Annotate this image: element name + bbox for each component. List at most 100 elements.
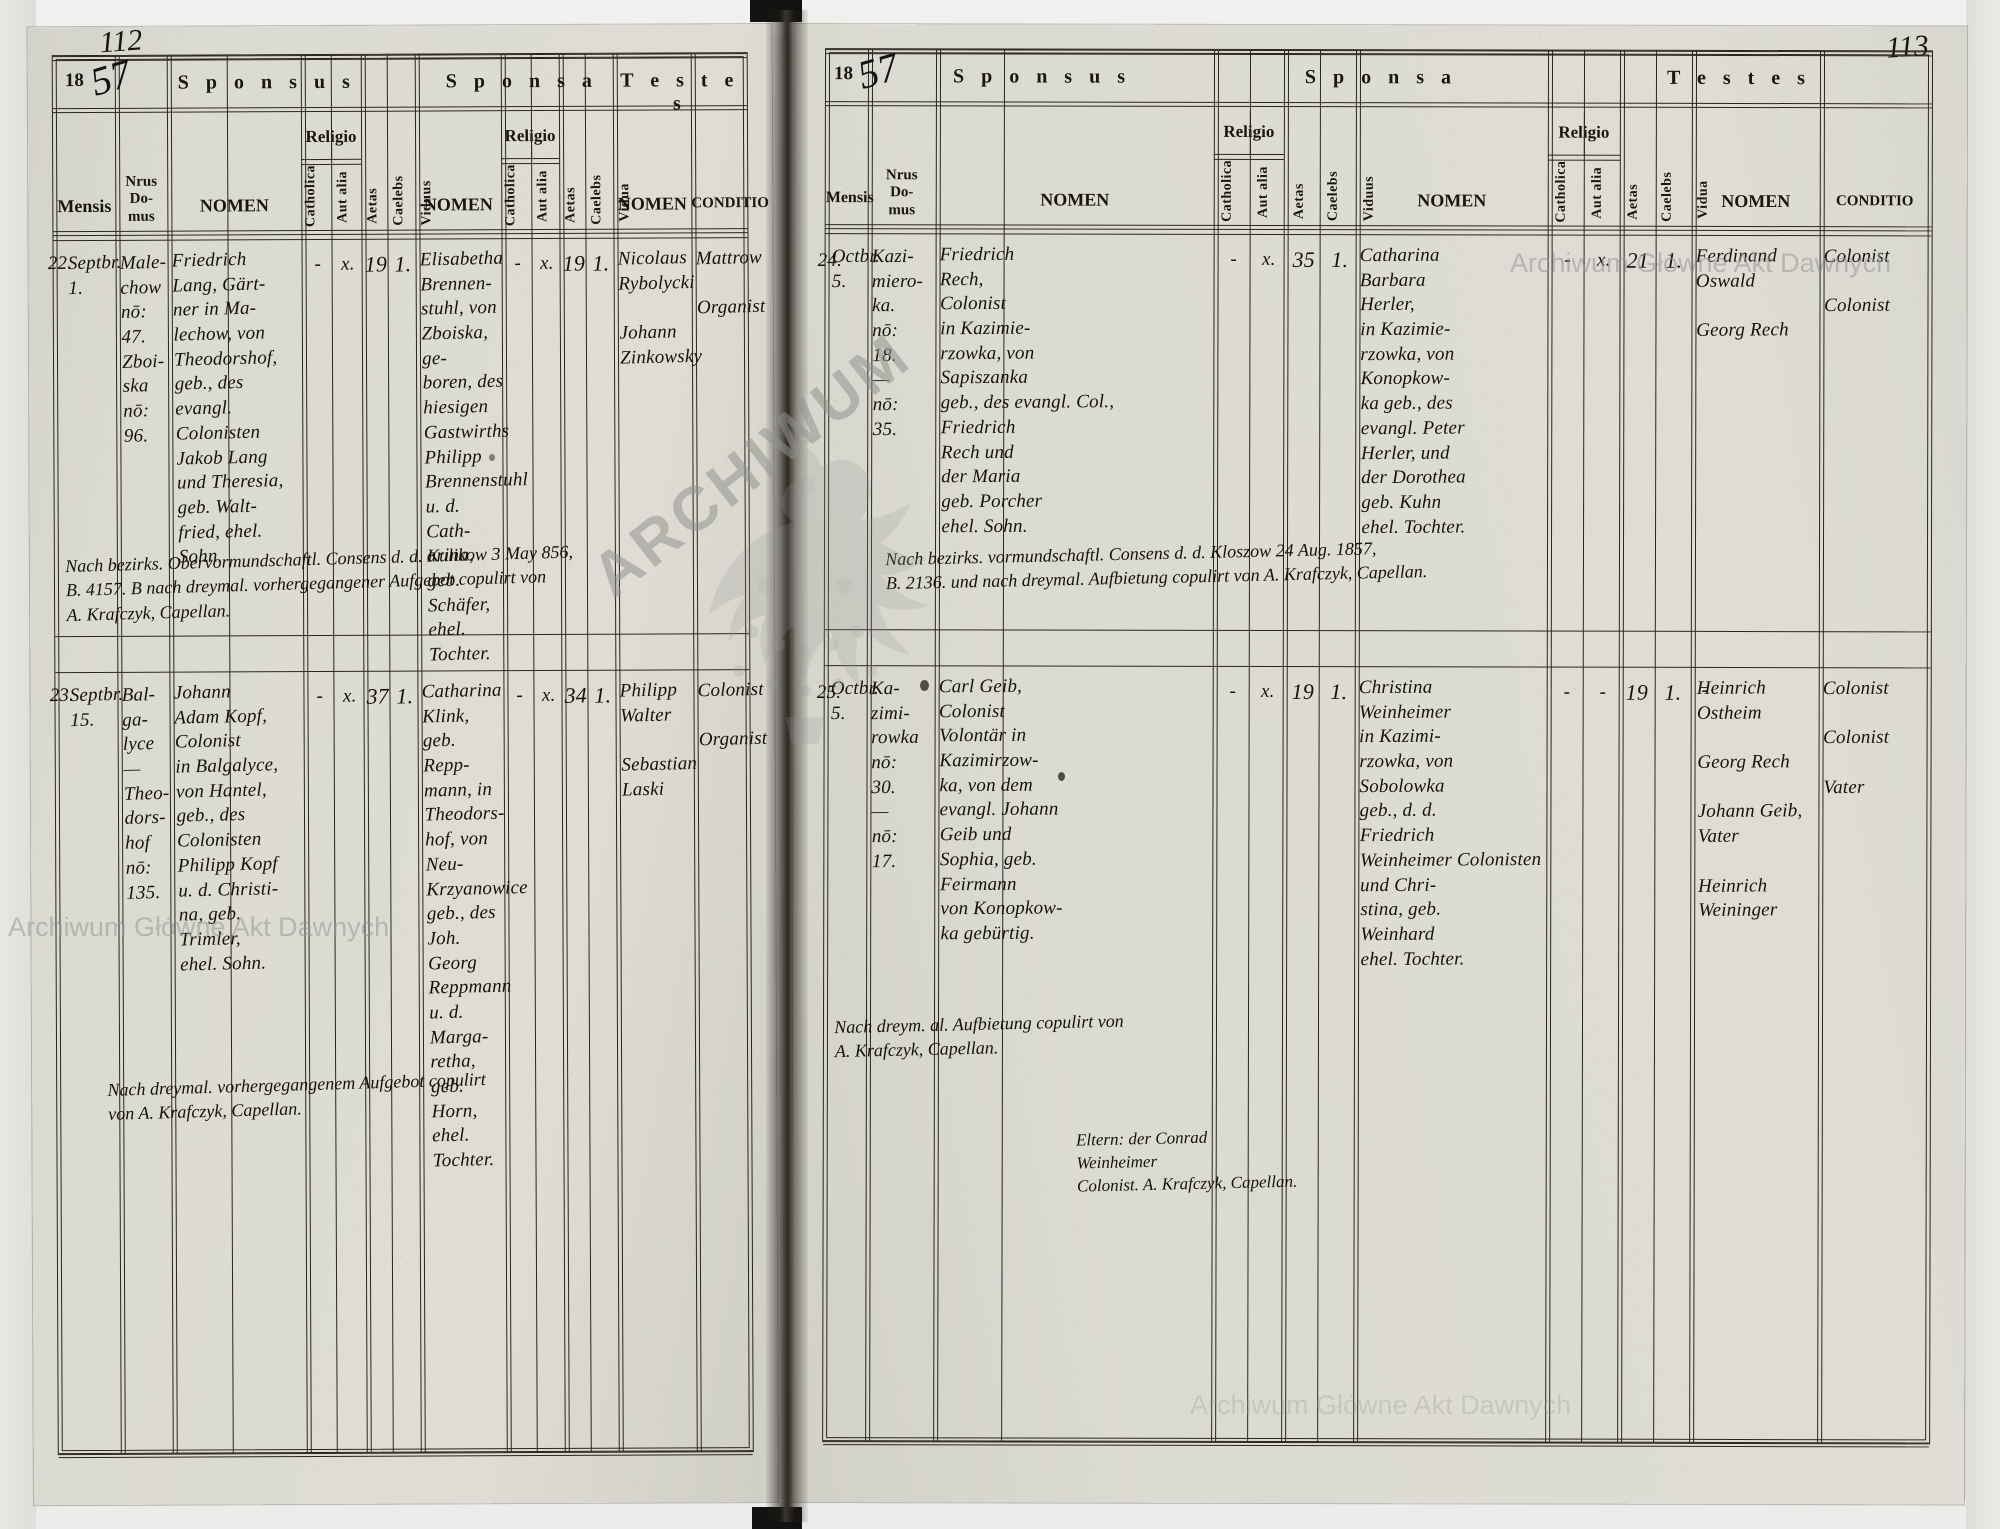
entry-sponsus-caelebs-right-0: 1. — [1331, 246, 1349, 273]
column-header-caelebs-sponsus-right: Caelebs — [1325, 171, 1341, 222]
entry-mensis-right-0: Octbr. 5. — [831, 245, 880, 292]
column-header-catholica-sponsa-right: Catholica — [1553, 160, 1569, 223]
entry-sponsus-catholica-left-1: - — [316, 685, 324, 707]
column-header-autalia-sponsa-right: Aut alia — [1589, 166, 1605, 219]
entry-testes-nomen-left-1: Philipp Walter Sebastian Laski — [619, 679, 698, 801]
entry-sponsa-catholica-left-1: - — [516, 684, 524, 706]
entry-testes-conditio-left-1: Colonist Organist — [697, 678, 768, 751]
rule — [825, 101, 1932, 105]
group-header-sponsa: S p o n s a — [445, 69, 598, 93]
entry-sponsa-caelebs-right-1: 1. — [1664, 679, 1682, 705]
ink-blot — [920, 680, 929, 691]
column-header-nomen-testes-right: NOMEN — [1721, 190, 1791, 212]
entry-sponsus-aetas-right-0: 35 — [1292, 246, 1316, 273]
entry-note2-right-1: Eltern: der Conrad Weinheimer Colonist. … — [1075, 1127, 1298, 1196]
entry-sponsus-aetas-left-1: 37 — [366, 683, 390, 709]
entry-sponsus-aetas-right-1: 19 — [1291, 678, 1315, 705]
ink-blot — [489, 454, 495, 461]
rule — [825, 233, 1932, 237]
entry-sponsus-caelebs-left-1: 1. — [395, 683, 414, 709]
entry-sponsa-autalia-right-1: - — [1599, 681, 1607, 703]
rule — [825, 224, 1932, 228]
column-header-catholica-sponsa-left: Catholica — [503, 164, 519, 227]
page-right: 113 18 57 S p o n s u s — [792, 24, 1968, 1505]
entry-sponsa-catholica-right-1: - — [1563, 681, 1571, 703]
entry-sponsa-caelebs-left-0: 1. — [592, 250, 610, 276]
rule — [1547, 154, 1620, 156]
rule — [824, 665, 1931, 669]
entry-domus-left-0: Male- chow nō: 47. Zboi- ska nō: 96. — [119, 251, 167, 447]
entry-domus-left-1: Bal- ga- lyce — Theo- dors- hof nō: 135. — [121, 684, 170, 904]
rule — [1213, 153, 1284, 156]
group-header-testes: T e s t e s — [620, 69, 740, 115]
entry-sponsa-autalia-left-0: x. — [539, 252, 554, 274]
rule — [53, 228, 748, 233]
entry-testes-nomen-right-0: Ferdinand Oswald Georg Rech — [1695, 245, 1789, 341]
entry-sponsus-nomen-right-1: Carl Geib, Colonist Volontär in Kazimirz… — [938, 675, 1063, 945]
rule — [1583, 112, 1585, 155]
register-table-right: 18 57 S p o n s u s S p o n s a T e s t … — [817, 44, 1934, 1445]
column-header-caelebs-sponsus-left: Caelebs — [391, 175, 407, 226]
entry-sponsus-catholica-left-0: - — [314, 253, 322, 275]
entry-testes-nomen-left-0: Nicolaus Rybolycki Johann Zinkowsky — [617, 247, 703, 369]
rule — [330, 116, 333, 159]
column-header-autalia-sponsus-left: Aut alia — [335, 170, 351, 223]
entry-sponsa-nomen-right-1: Christina Weinheimer in Kazimi- rzowka, … — [1358, 676, 1542, 970]
rule — [55, 669, 750, 674]
entry-mensis-left-0: Septbr. 1. — [67, 251, 122, 299]
entry-sponsa-aetas-left-0: 19 — [562, 250, 586, 276]
entry-testes-conditio-left-0: Mattrow Organist — [695, 246, 766, 319]
column-header-conditio-left: CONDITIO — [691, 195, 769, 212]
entry-sponsa-aetas-right-1: 19 — [1625, 679, 1649, 705]
entry-testes-nomen-right-1: Heinrich Ostheim Georg Rech Johann Geib,… — [1696, 677, 1803, 922]
entry-sponsa-aetas-left-1: 34 — [564, 682, 588, 708]
group-header-testes-right: T e s t e s — [1666, 66, 1811, 90]
rule — [58, 1450, 753, 1455]
entry-mensis-left-1: Septbr. 15. — [69, 683, 124, 731]
register-table-left: 18 57 S p o n s u s S p o n s a T e s t … — [48, 50, 769, 1456]
entry-mensis-right-1: Octbr. 5. — [830, 677, 880, 724]
entry-sponsus-autalia-right-0: x. — [1261, 248, 1276, 270]
column-header-catholica-sponsus-left: Catholica — [303, 164, 319, 228]
ink-blot — [1058, 772, 1065, 781]
year-printed-left: 18 — [64, 70, 84, 92]
entry-sponsa-aetas-right-0: 21 — [1626, 247, 1650, 273]
entry-note-left-1: Nach dreymal. vorhergegangenem Aufgebot … — [107, 1069, 487, 1125]
column-header-aetas-sponsa-left: Aetas — [563, 186, 579, 223]
page-left: 112 18 57 — [27, 23, 779, 1506]
rule — [826, 49, 1933, 53]
column-header-mensis-left: Mensis — [57, 195, 112, 217]
column-header-autalia-sponsa-left: Aut alia — [535, 170, 551, 222]
rule — [55, 633, 750, 638]
entry-sponsus-catholica-right-0: - — [1230, 248, 1238, 270]
entry-sponsus-caelebs-right-1: 1. — [1330, 678, 1348, 705]
entry-testes-conditio-right-0: Colonist Colonist — [1823, 245, 1891, 317]
column-header-nomen-sponsus-left: NOMEN — [199, 195, 269, 216]
rule — [301, 158, 362, 161]
entry-sponsus-autalia-left-1: x. — [342, 685, 357, 707]
column-header-nrus-domus-right: Nrus Do- mus — [885, 167, 918, 218]
scan-right-margin — [1966, 0, 2000, 1529]
rule — [501, 157, 560, 160]
column-header-nomen-sponsus-right: NOMEN — [1040, 189, 1110, 210]
entry-sponsa-autalia-right-0: x. — [1596, 249, 1611, 271]
book-spine-gutter — [766, 10, 808, 1522]
column-header-nomen-sponsa-right: NOMEN — [1417, 190, 1487, 211]
column-header-autalia-sponsus-right: Aut alia — [1255, 166, 1271, 218]
entry-sponsus-nomen-left-1: Johann Adam Kopf, Colonist in Balgalyce,… — [173, 681, 279, 976]
entry-sponsa-autalia-left-1: x. — [541, 684, 556, 706]
column-header-nomen-testes-left: NOMEN — [617, 193, 687, 214]
entry-domus-right-0: Kazi- miero- ka. nō: 18. — nō: 35. — [871, 245, 924, 440]
column-header-conditio-right: CONDITIO — [1835, 193, 1914, 210]
column-header-aetas-sponsus-right: Aetas — [1291, 183, 1307, 220]
scan-bottom-margin — [0, 1499, 2000, 1529]
entry-sponsus-autalia-right-1: x. — [1260, 680, 1275, 702]
column-header-caelebs-sponsa-left: Caelebs — [589, 174, 605, 225]
entry-note-left-0: Nach bezirks. Obervormundschaftl. Consen… — [64, 541, 574, 625]
entry-sponsus-caelebs-left-0: 1. — [394, 251, 412, 277]
group-header-sponsa-right: S p o n s a — [1304, 66, 1458, 89]
entry-sponsa-nomen-right-0: Catharina Barbara Herler, in Kazimie- rz… — [1359, 244, 1466, 538]
group-header-sponsus-right: S p o n s u s — [952, 65, 1132, 88]
entry-domus-right-1: Ka- zimi- rowka nō: 30. — nō: 17. — [870, 677, 919, 872]
